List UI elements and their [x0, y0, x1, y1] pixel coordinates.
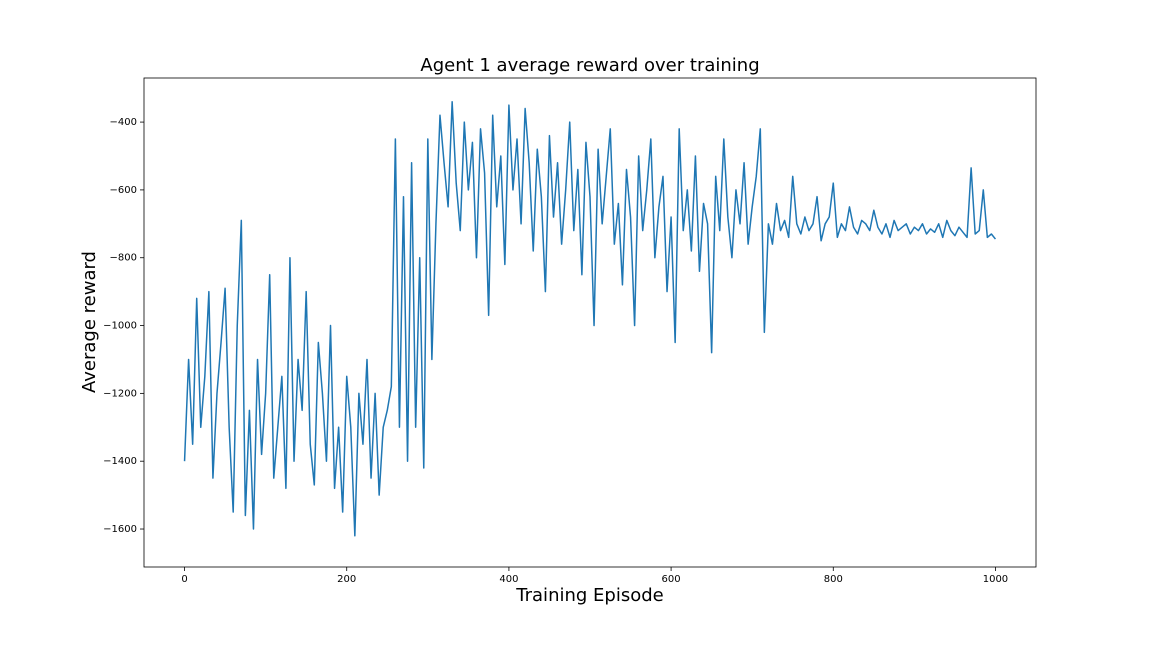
y-tick-label: −1000 — [103, 321, 137, 332]
x-tick-label: 600 — [662, 574, 681, 585]
y-tick-label: −1400 — [103, 456, 137, 467]
y-tick-label: −1200 — [103, 388, 137, 399]
x-tick-label: 1000 — [983, 574, 1008, 585]
chart-title: Agent 1 average reward over training — [420, 55, 759, 76]
plot-frame — [143, 77, 1037, 568]
x-tick-label: 200 — [337, 574, 356, 585]
x-tick-label: 400 — [499, 574, 518, 585]
x-tick-label: 800 — [824, 574, 843, 585]
x-tick-label: 0 — [181, 574, 187, 585]
x-axis-label: Training Episode — [515, 585, 663, 606]
y-tick-label: −1600 — [103, 524, 137, 535]
y-tick-label: −800 — [110, 253, 137, 264]
y-tick-label: −600 — [110, 185, 137, 196]
y-axis-label: Average reward — [79, 251, 100, 393]
data-line — [183, 100, 997, 537]
y-tick-label: −400 — [110, 117, 137, 128]
